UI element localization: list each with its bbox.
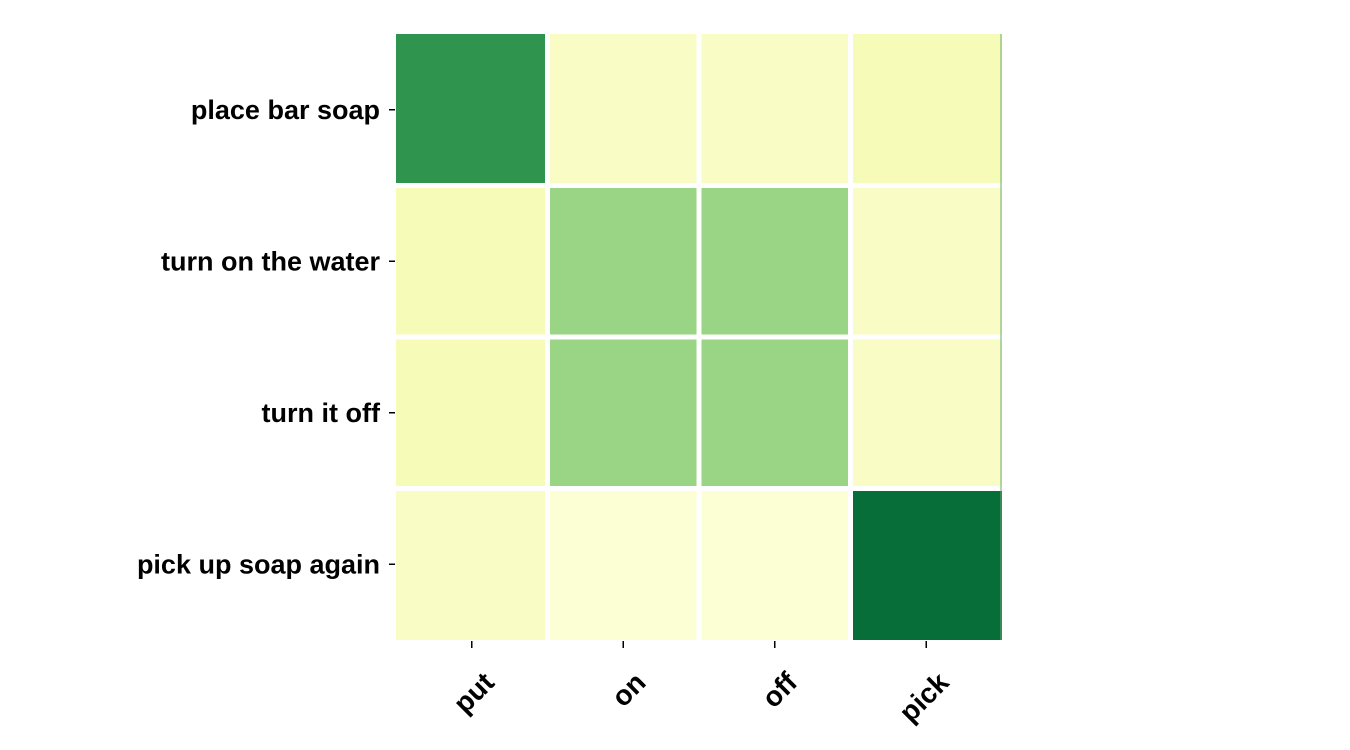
heatmap-cell-r2-c3 <box>853 339 1002 486</box>
heatmap-cells <box>396 34 1002 640</box>
y-tick-label: pick up soap again <box>137 549 380 579</box>
x-tick-label: put <box>447 666 500 719</box>
heatmap-cell-r3-c1 <box>550 491 697 640</box>
heatmap-cell-r3-c0 <box>396 491 545 640</box>
y-axis-ticks: place bar soap turn on the water turn it o… <box>137 95 395 579</box>
heatmap-cell-r2-c0 <box>396 339 545 486</box>
heatmap-cell-r0-c0 <box>396 34 545 183</box>
heatmap-cell-r1-c2 <box>701 188 848 335</box>
heatmap-cell-r0-c3 <box>853 34 1002 183</box>
heatmap-cell-r1-c0 <box>396 188 545 335</box>
y-tick-label: turn it off <box>262 398 381 428</box>
heatmap-cell-r0-c2 <box>701 34 848 183</box>
heatmap-cell-r3-c3 <box>853 491 1002 640</box>
x-tick-label: pick <box>893 666 955 728</box>
heatmap-cell-r0-c1 <box>550 34 697 183</box>
x-tick-label: off <box>756 666 804 714</box>
y-tick-label: place bar soap <box>191 95 380 125</box>
x-tick-label: on <box>606 666 652 712</box>
heatmap-cell-r2-c2 <box>701 339 848 486</box>
x-axis-ticks: put on off pick <box>447 641 955 728</box>
heatmap-cell-r1-c1 <box>550 188 697 335</box>
heatmap-cell-r1-c3 <box>853 188 1002 335</box>
y-tick-label: turn on the water <box>161 246 380 276</box>
heatmap-cell-r3-c2 <box>701 491 848 640</box>
heatmap-cell-r2-c1 <box>550 339 697 486</box>
